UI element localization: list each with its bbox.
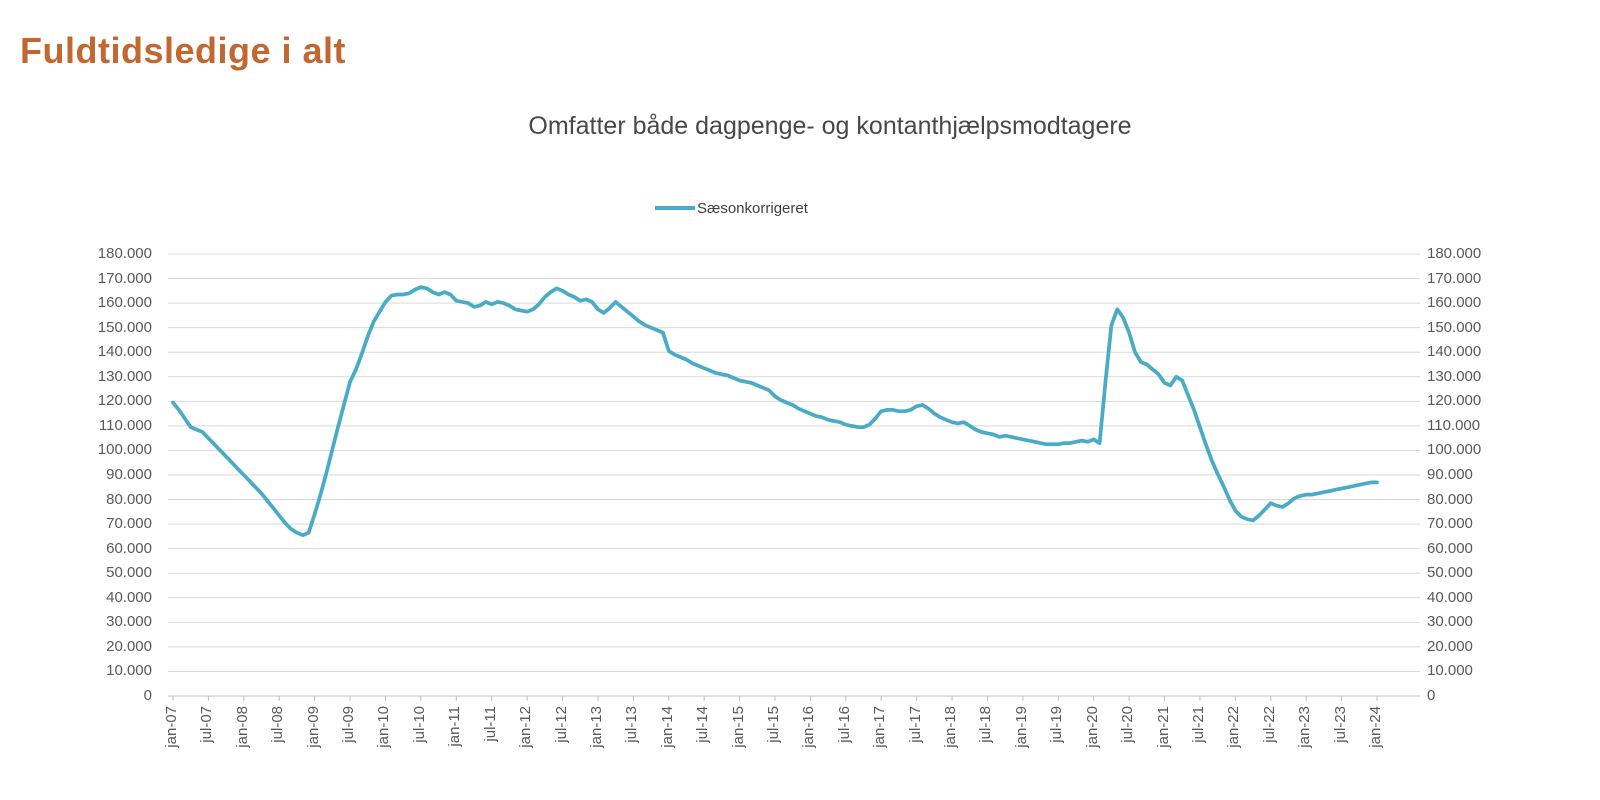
x-axis-label: jul-14 [694,706,712,743]
x-axis-label: jan-14 [658,706,676,748]
x-axis-label: jul-11 [481,706,499,742]
y-axis-label-right: 50.000 [1427,564,1473,582]
x-axis-label: jul-12 [552,706,570,743]
x-axis-label: jan-10 [375,706,393,748]
y-axis-label-left: 20.000 [106,637,152,655]
x-axis-label: jul-07 [198,706,216,743]
x-axis-label: jul-10 [410,706,428,743]
y-axis-label-left: 10.000 [106,662,152,680]
y-axis-label-left: 100.000 [97,441,152,459]
y-axis-label-right: 80.000 [1427,490,1473,508]
chart-legend[interactable]: Sæsonkorrigeret [655,199,808,217]
y-axis-label-left: 30.000 [106,613,152,631]
x-axis-label: jan-19 [1012,706,1030,748]
x-axis-label: jan-15 [729,706,747,748]
y-axis-label-left: 170.000 [97,269,152,287]
x-axis-label: jan-09 [304,706,322,748]
y-axis-label-right: 20.000 [1427,637,1473,655]
y-axis-label-right: 10.000 [1427,662,1473,680]
legend-series-label: Sæsonkorrigeret [697,199,808,217]
y-axis-label-right: 140.000 [1427,343,1482,361]
y-axis-label-right: 120.000 [1427,392,1482,410]
y-axis-label-left: 60.000 [106,539,152,557]
x-axis-label: jan-07 [163,706,180,748]
y-axis-label-left: 150.000 [97,318,152,336]
x-axis-label: jan-13 [587,706,605,748]
x-axis-label: jul-17 [906,706,924,743]
y-axis-label-right: 130.000 [1427,367,1482,385]
y-axis-label-left: 70.000 [106,515,152,533]
y-axis-label-left: 90.000 [106,466,152,483]
y-axis-label-right: 160.000 [1427,294,1482,312]
x-axis-label: jan-12 [517,706,535,748]
x-axis-label: jan-20 [1083,706,1101,748]
y-axis-label-left: 180.000 [97,245,152,262]
y-axis-label-right: 70.000 [1427,515,1473,533]
y-axis-label-right: 110.000 [1427,416,1481,434]
y-axis-label-left: 80.000 [106,490,152,508]
x-axis-label: jul-09 [340,706,358,743]
x-axis-label: jul-15 [765,706,782,743]
x-axis-label: jan-21 [1154,706,1172,748]
x-axis-label: jul-18 [977,706,995,743]
x-axis-label: jan-22 [1225,706,1243,748]
y-axis-label-left: 130.000 [97,367,152,385]
legend-line-swatch [655,206,695,210]
x-axis-label: jan-16 [800,706,818,748]
y-axis-label-left: 40.000 [106,588,152,606]
x-axis-label: jul-22 [1260,706,1278,743]
x-axis-label: jul-20 [1119,706,1137,743]
x-axis-label: jan-08 [233,706,251,748]
x-axis-label: jul-16 [835,706,853,743]
chart-subtitle: Omfatter både dagpenge- og kontanthjælps… [528,112,1132,140]
x-axis-label: jan-17 [871,706,889,748]
x-axis-label: jan-24 [1367,706,1384,748]
y-axis-label-left: 140.000 [97,343,152,361]
x-axis-label: jul-13 [623,706,641,743]
x-axis-label: jul-21 [1189,706,1207,743]
y-axis-label-left: 0 [143,687,152,704]
x-axis-label: jul-19 [1048,706,1066,743]
y-axis-label-left: 50.000 [106,564,152,582]
y-axis-label-right: 40.000 [1427,588,1473,606]
y-axis-label-left: 160.000 [97,294,152,312]
page-title: Fuldtidsledige i alt [20,30,347,71]
x-axis-label: jul-08 [269,706,287,743]
y-axis-label-left: 120.000 [97,392,152,410]
y-axis-label-right: 100.000 [1427,441,1482,459]
y-axis-label-right: 170.000 [1427,269,1482,287]
x-axis-label: jan-11 [446,706,464,747]
y-axis-label-right: 0 [1427,687,1436,704]
series-line [171,285,1379,538]
y-axis-label-right: 150.000 [1427,318,1482,336]
y-axis-label-left: 110.000 [98,416,152,434]
x-axis-label: jan-23 [1296,706,1314,748]
y-axis-label-right: 30.000 [1427,613,1473,631]
x-axis-label: jul-23 [1331,706,1349,743]
y-axis-label-right: 90.000 [1427,466,1473,483]
x-axis-label: jan-18 [942,706,960,748]
y-axis-label-right: 60.000 [1427,539,1473,557]
y-axis-label-right: 180.000 [1427,245,1482,262]
plot-svg [168,253,1420,701]
